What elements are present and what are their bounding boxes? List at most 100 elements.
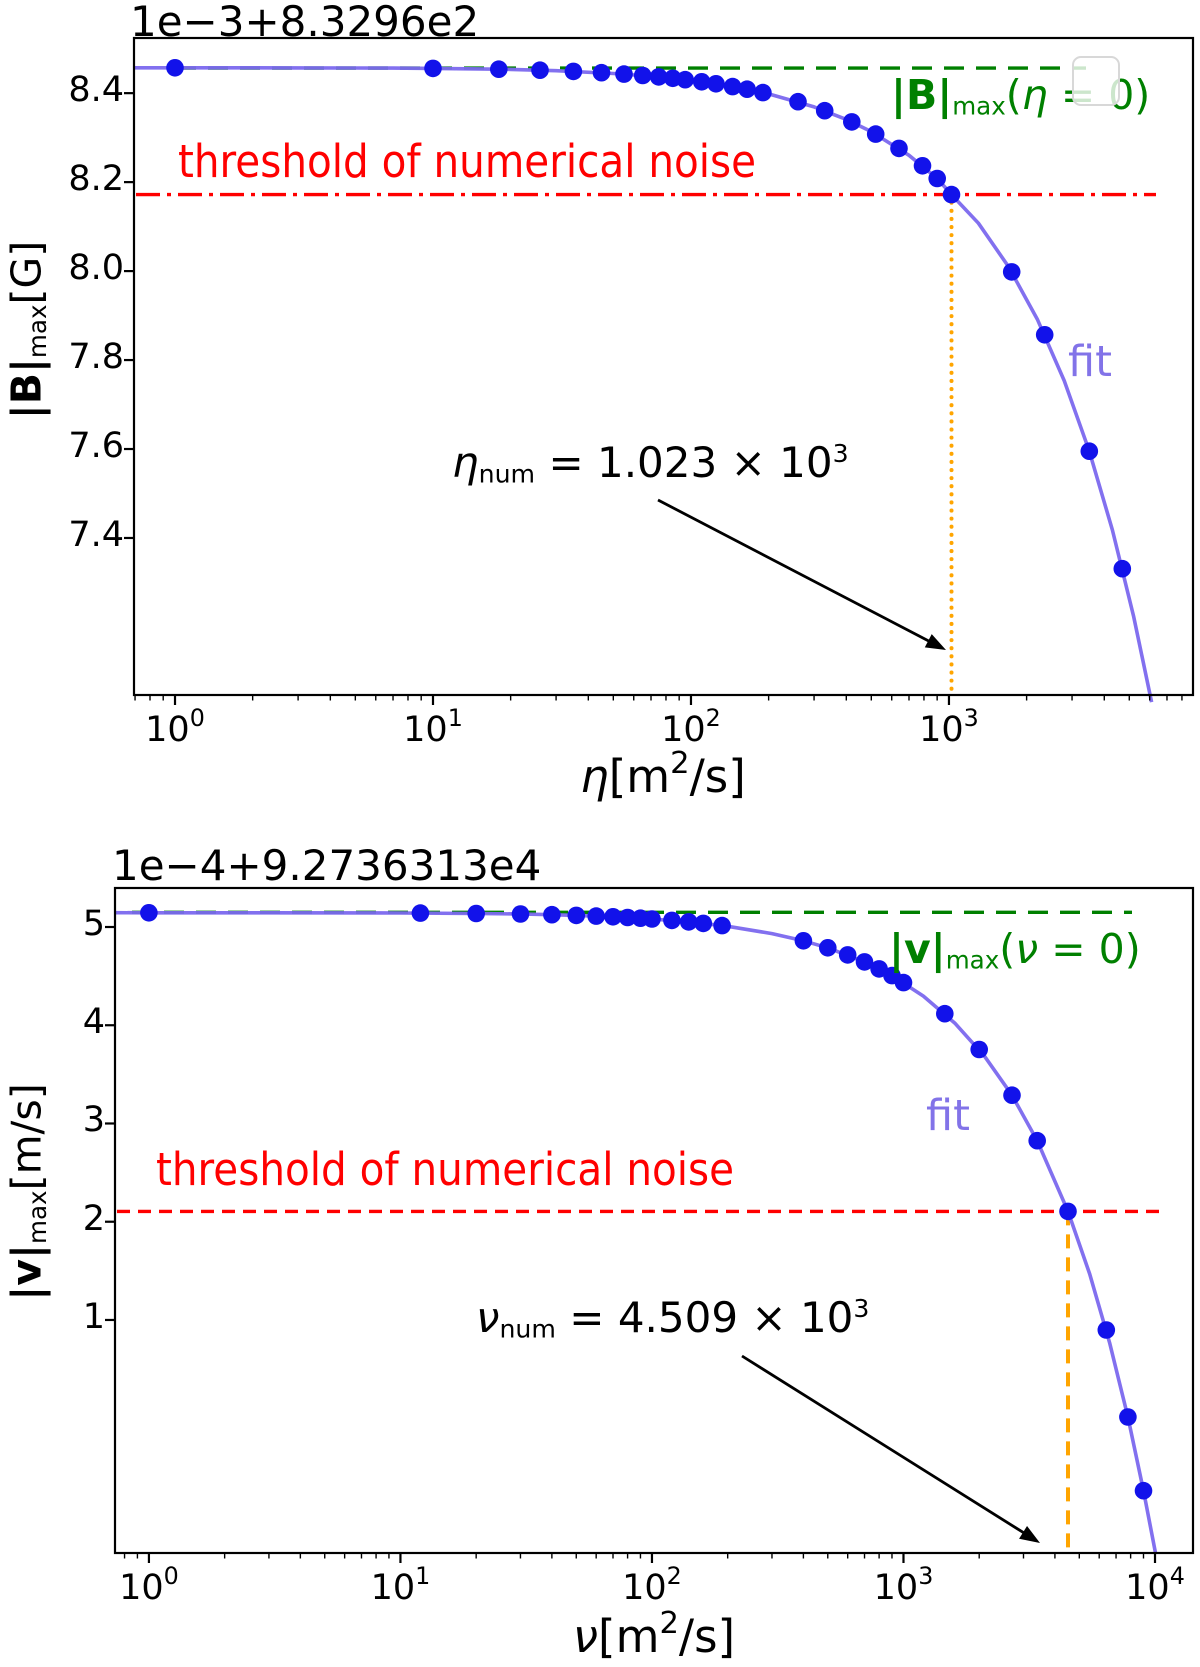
annotation-arrow-line	[741, 1354, 1028, 1536]
data-point	[567, 906, 586, 925]
data-point	[1035, 326, 1054, 344]
bottom-annotation: νnum = 4.509 × 103	[476, 1293, 870, 1344]
top-fit-label: fit	[1068, 337, 1112, 387]
y-tick-label: 1	[82, 1296, 105, 1337]
data-point	[663, 911, 681, 930]
data-point	[531, 61, 549, 79]
data-point	[738, 80, 756, 98]
top-axis-offset-label: 1e−3+8.3296e2	[130, 0, 480, 46]
x-tick-label: 104	[1125, 1562, 1185, 1608]
data-point	[618, 908, 637, 927]
data-point	[713, 916, 731, 935]
bottom-x-axis-label: ν[m2/s]	[514, 1606, 794, 1663]
data-point	[894, 973, 913, 992]
data-point	[794, 932, 813, 950]
data-point	[754, 83, 772, 102]
data-point	[942, 185, 961, 204]
data-point	[1080, 442, 1099, 461]
y-tick-label: 8.2	[68, 159, 124, 200]
data-point	[633, 66, 652, 85]
x-tick-label: 103	[919, 704, 979, 750]
bottom-fit-label: fit	[926, 1091, 970, 1141]
x-tick-label: 100	[119, 1562, 179, 1608]
bottom-axis-offset-label: 1e−4+9.2736313e4	[112, 841, 542, 890]
bottom-xlabel-exponent: 2	[659, 1606, 679, 1641]
bottom-plateau-line-label: |v|max(ν = 0)	[889, 925, 1141, 975]
y-tick-label: 3	[82, 1100, 105, 1141]
x-tick-label: 101	[370, 1562, 431, 1608]
data-point	[970, 1040, 988, 1059]
top-threshold-label: threshold of numerical noise	[178, 135, 757, 188]
bottom-ylabel-symbol: |v|	[2, 1244, 51, 1301]
data-point	[843, 113, 861, 131]
top-x-axis-label: η[m2/s]	[523, 746, 803, 803]
data-point	[543, 905, 561, 924]
axes-frame	[113, 886, 1195, 1555]
data-point	[490, 60, 508, 78]
y-tick-label: 5	[82, 904, 105, 944]
x-tick-label: 100	[145, 704, 205, 750]
y-tick-label: 8.0	[68, 248, 124, 289]
data-point	[866, 125, 885, 143]
data-point	[166, 59, 184, 77]
data-point	[1134, 1481, 1153, 1500]
data-point	[913, 157, 932, 175]
top-plateau-line-label: |B|max(η = 0)	[891, 71, 1151, 121]
data-point	[1059, 1202, 1077, 1221]
y-tick-label: 8.4	[68, 70, 124, 111]
data-point	[424, 59, 442, 78]
y-tick-label: 7.8	[68, 337, 124, 378]
data-point	[723, 77, 742, 96]
data-point	[649, 68, 668, 86]
empty-legend-box	[1072, 56, 1120, 106]
y-tick-label: 7.4	[68, 514, 124, 555]
data-point	[1097, 1321, 1116, 1339]
x-tick-label: 102	[661, 704, 721, 750]
x-tick-label: 102	[622, 1562, 682, 1608]
data-point	[1003, 1086, 1021, 1104]
data-point	[604, 908, 622, 926]
data-point	[643, 910, 661, 928]
top-xlabel-exponent: 2	[670, 746, 690, 781]
bottom-xlabel-unit-open: [m	[598, 1609, 660, 1663]
data-point	[587, 907, 605, 925]
data-point	[467, 904, 486, 923]
y-tick-label: 4	[82, 1002, 105, 1043]
data-point	[592, 63, 611, 82]
bottom-plot-area	[105, 886, 1195, 1563]
data-point	[855, 953, 874, 971]
data-point	[707, 75, 725, 93]
top-plot-area	[124, 36, 1195, 705]
data-point	[789, 92, 807, 111]
data-point	[676, 70, 694, 89]
data-point	[140, 904, 158, 922]
data-point	[1113, 559, 1132, 578]
data-point	[838, 946, 857, 964]
data-point	[815, 101, 834, 120]
data-point	[936, 1004, 954, 1023]
data-point	[1002, 263, 1021, 281]
data-point	[511, 905, 530, 923]
y-tick-label: 2	[82, 1198, 105, 1239]
data-point	[564, 62, 583, 81]
bottom-threshold-label: threshold of numerical noise	[156, 1143, 735, 1196]
data-point	[694, 914, 713, 933]
bottom-xlabel-symbol: ν	[572, 1609, 599, 1663]
data-point	[1028, 1131, 1046, 1150]
data-point	[819, 939, 837, 957]
bottom-xlabel-unit-close: /s]	[678, 1609, 736, 1663]
data-point	[692, 73, 711, 91]
annotation-arrow-line	[657, 498, 933, 644]
top-xlabel-unit-open: [m	[608, 749, 671, 803]
data-point	[1119, 1408, 1137, 1426]
top-xlabel-symbol: η	[580, 749, 609, 803]
top-annotation: ηnum = 1.023 × 103	[452, 438, 849, 489]
annotation-arrow-head	[1019, 1526, 1040, 1543]
x-tick-label: 103	[873, 1562, 934, 1608]
data-point	[890, 139, 908, 158]
top-xlabel-unit-close: /s]	[689, 749, 746, 803]
data-point	[615, 65, 633, 83]
y-tick-label: 7.6	[68, 426, 124, 466]
